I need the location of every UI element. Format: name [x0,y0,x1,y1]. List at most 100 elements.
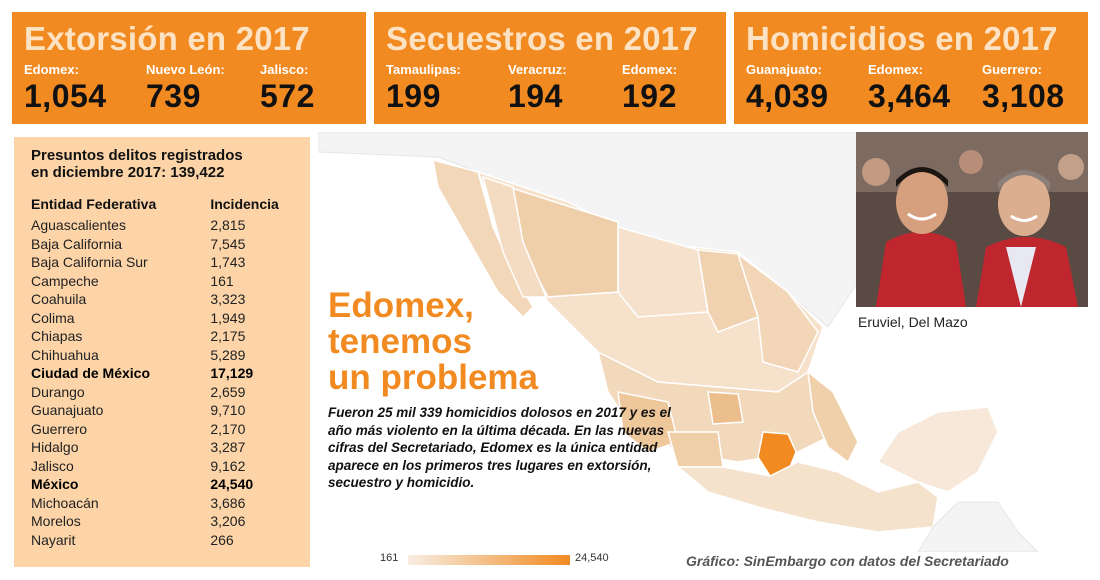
crime-table-panel: Presuntos delitos registrados en diciemb… [14,137,310,567]
table-row: Durango 2,659 [31,383,300,402]
entity-cell: Ciudad de México [31,365,151,381]
southern-states [675,461,939,533]
table-row: México 24,540 [31,475,300,494]
stat-value: 199 [386,78,441,114]
table-row: Colima 1,949 [31,309,300,328]
entity-cell: Morelos [31,513,81,529]
incidence-cell: 2,170 [210,420,246,437]
incidence-cell: 1,743 [210,254,246,270]
box-title: Homicidios en 2017 [746,20,1058,57]
table-row: Chiapas 2,175 [31,327,300,346]
politicians-photo [856,132,1088,307]
box-title: Secuestros en 2017 [386,20,698,57]
incidence-cell: 2,659 [210,383,246,400]
incidence-cell: 9,162 [210,457,246,474]
entity-cell: Campeche [31,272,99,289]
stat-value: 3,108 [982,78,1065,114]
table-row: Guanajuato 9,710 [31,401,300,420]
incidence-cell: 2,175 [210,328,246,344]
column-header-entity: Entidad Federativa [31,196,157,212]
state-label: Edomex: [622,62,677,77]
legend-gradient-bar [408,555,570,565]
entity-cell: Hidalgo [31,439,79,455]
entity-cell: Baja California Sur [31,254,148,270]
table-row: Aguascalientes 2,815 [31,216,300,235]
entity-cell: Baja California [31,235,123,252]
table-row: Baja California 7,545 [31,235,300,254]
stat-box-homicidios: Homicidios en 2017 Guanajuato: 4,039 Edo… [734,12,1088,124]
legend-min: 161 [380,552,399,564]
incidence-cell: 266 [210,531,234,548]
box-title: Extorsión en 2017 [24,20,310,57]
entity-cell: Colima [31,309,75,326]
headline-line3: un problema [328,358,539,397]
state-label: Veracruz: [508,62,567,77]
stat-value: 1,054 [24,78,107,114]
incidence-cell: 1,949 [210,309,246,326]
sonora [481,175,548,298]
incidence-cell: 3,686 [210,494,246,511]
incidence-cell: 24,540 [210,476,254,492]
incidence-cell: 3,206 [210,513,246,529]
incidence-cell: 3,287 [210,439,246,455]
state-label: Guanajuato: [746,62,822,77]
incidence-cell: 2,815 [210,217,246,233]
incidence-cell: 9,710 [210,402,246,418]
table-row: Campeche 161 [31,272,300,291]
table-row: Coahuila 3,323 [31,290,300,309]
headline-line1: Edomex, [328,286,474,325]
photo-caption: Eruviel, Del Mazo [858,314,968,330]
table-row: Guerrero 2,170 [31,420,300,439]
guanajuato [707,391,744,425]
entity-cell: Chihuahua [31,346,99,363]
table-row: Nayarit 266 [31,531,300,550]
table-row: Michoacán 3,686 [31,494,300,513]
headline-line2: tenemos [328,322,472,361]
table-row: Hidalgo 3,287 [31,438,300,457]
table-title-line1: Presuntos delitos registrados [31,147,243,164]
stat-value: 194 [508,78,563,114]
incidence-cell: 161 [210,272,234,289]
stat-value: 572 [260,78,315,114]
veracruz [807,370,859,464]
stat-value: 192 [622,78,677,114]
stat-value: 739 [146,78,201,114]
state-label: Nuevo León: [146,62,225,77]
incidence-cell: 3,323 [210,291,246,307]
entity-cell: Guerrero [31,420,88,437]
incidence-cell: 5,289 [210,346,246,363]
state-label: Edomex: [24,62,79,77]
stat-box-secuestros: Secuestros en 2017 Tamaulipas: 199 Verac… [374,12,726,124]
source-credit: Gráfico: SinEmbargo con datos del Secret… [686,553,1009,569]
stat-value: 3,464 [868,78,951,114]
table-row: Ciudad de México 17,129 [31,364,300,383]
body-paragraph: Fueron 25 mil 339 homicidios dolosos en … [328,405,671,490]
central-america [917,501,1039,552]
coahuila [617,226,709,318]
legend-max: 24,540 [575,552,609,564]
entity-cell: Nayarit [31,531,76,548]
entity-cell: Michoacán [31,494,99,511]
entity-cell: Guanajuato [31,402,104,418]
jalisco [617,391,679,453]
entity-cell: Aguascalientes [31,217,126,233]
entity-cell: Chiapas [31,328,83,344]
state-label: Tamaulipas: [386,62,461,77]
headline: Edomex, tenemos un problema [328,288,588,396]
table-row: Baja California Sur 1,743 [31,253,300,272]
baja-california [432,158,534,319]
entity-cell: Jalisco [31,457,74,474]
table-header: Entidad Federativa Incidencia [31,195,300,213]
yucatan-peninsula [876,406,999,493]
tamaulipas [736,251,819,373]
table-row: Chihuahua 5,289 [31,346,300,365]
table-body: Aguascalientes 2,815 Baja California 7,545 B… [31,216,300,549]
entity-cell: Coahuila [31,291,87,307]
state-label: Edomex: [868,62,923,77]
incidence-cell: 17,129 [210,365,254,381]
state-label: Jalisco: [260,62,309,77]
table-title-line2: en diciembre 2017: 139,422 [31,164,225,181]
state-label: Guerrero: [982,62,1042,77]
incidence-cell: 7,545 [210,235,246,252]
table-row: Jalisco 9,162 [31,457,300,476]
